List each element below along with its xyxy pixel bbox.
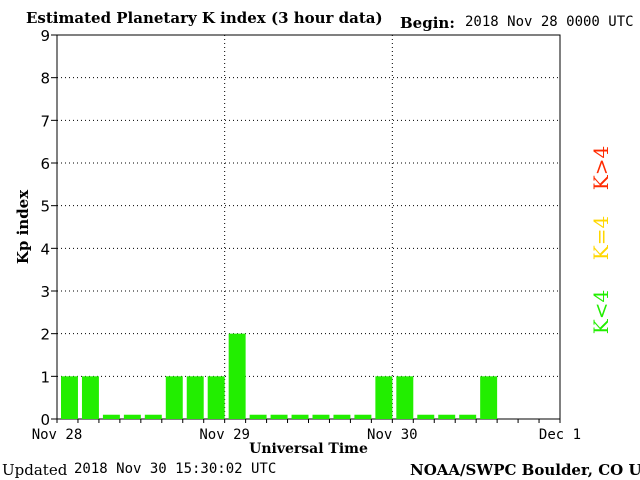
footer-credit: NOAA/SWPC Boulder, CO USA bbox=[410, 461, 640, 479]
footer-updated-value: 2018 Nov 30 15:30:02 UTC bbox=[74, 461, 277, 477]
y-axis-label: Kp index bbox=[14, 189, 32, 264]
kp-bar bbox=[291, 414, 309, 419]
x-tick-label: Dec 1 bbox=[539, 427, 581, 443]
kp-bar bbox=[480, 376, 498, 419]
y-tick-label: 5 bbox=[40, 198, 50, 216]
plot-frame bbox=[56, 34, 561, 420]
x-tick-label: Nov 30 bbox=[367, 427, 418, 443]
y-tick-label: 0 bbox=[40, 411, 50, 429]
kp-bar bbox=[312, 414, 330, 419]
begin-value: 2018 Nov 28 0000 UTC bbox=[465, 14, 634, 30]
kp-bar bbox=[270, 414, 288, 419]
y-tick-label: 3 bbox=[40, 283, 50, 301]
y-tick-label: 2 bbox=[40, 326, 50, 344]
y-tick-label: 7 bbox=[40, 112, 50, 130]
y-tick-label: 9 bbox=[40, 27, 50, 45]
kp-bar bbox=[165, 376, 183, 419]
kp-bar bbox=[186, 376, 204, 419]
kp-bar bbox=[459, 414, 477, 419]
kp-bar bbox=[354, 414, 372, 419]
kp-bar bbox=[417, 414, 435, 419]
y-tick-label: 6 bbox=[40, 155, 50, 173]
y-tick-label: 1 bbox=[40, 368, 50, 386]
kp-bar bbox=[61, 376, 78, 419]
kp-bar bbox=[438, 414, 456, 419]
y-tick-label: 8 bbox=[40, 70, 50, 88]
kp-bar bbox=[102, 414, 120, 419]
legend-klt4: K<4 bbox=[589, 290, 613, 334]
x-tick-label: Nov 29 bbox=[199, 427, 250, 443]
kp-bar bbox=[375, 376, 393, 419]
begin-label: Begin: bbox=[400, 14, 455, 32]
x-axis-label: Universal Time bbox=[249, 441, 368, 457]
kp-bar bbox=[249, 414, 267, 419]
x-tick-label: Nov 28 bbox=[32, 427, 83, 443]
chart-title: Estimated Planetary K index (3 hour data… bbox=[26, 9, 383, 27]
legend-kgt4: K>4 bbox=[589, 146, 613, 190]
legend-keq4: K=4 bbox=[589, 216, 613, 260]
kp-bar bbox=[81, 376, 99, 419]
kp-bar bbox=[123, 414, 141, 419]
kp-bar bbox=[207, 376, 225, 419]
y-tick-label: 4 bbox=[40, 240, 50, 258]
kp-bar bbox=[228, 333, 246, 419]
footer-updated-label: Updated bbox=[2, 461, 68, 479]
kp-bar bbox=[144, 414, 162, 419]
kp-bar bbox=[333, 414, 351, 419]
kp-bar bbox=[396, 376, 414, 419]
